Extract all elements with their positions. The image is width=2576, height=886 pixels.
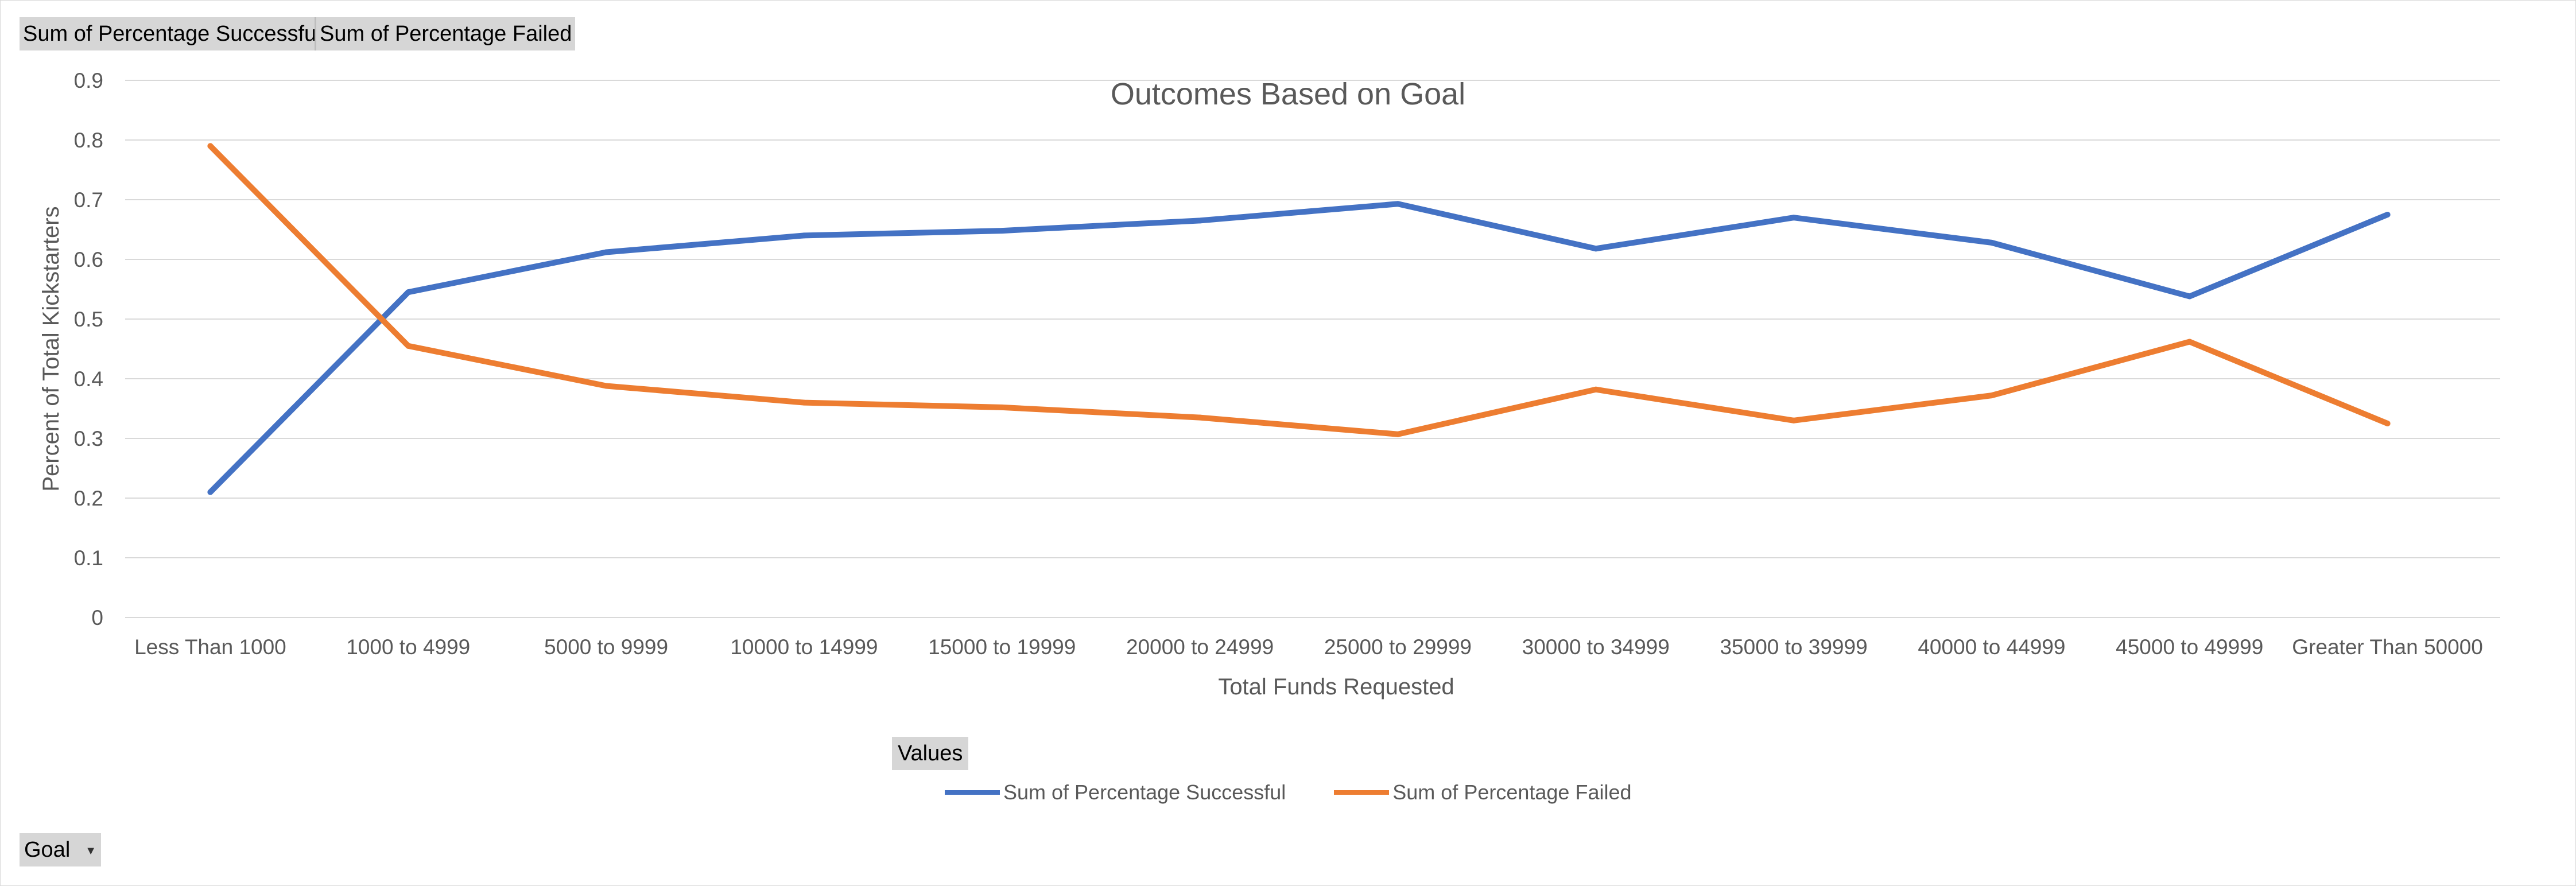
legend-item-successful[interactable]: Sum of Percentage Successful xyxy=(945,780,1286,805)
data-point-successful[interactable] xyxy=(1988,239,1995,246)
x-tick-label: 40000 to 44999 xyxy=(1918,635,2065,659)
data-point-failed[interactable] xyxy=(405,343,412,349)
data-point-successful[interactable] xyxy=(1791,215,1797,221)
y-tick-label: 0 xyxy=(91,606,103,629)
values-field-button[interactable]: Values xyxy=(892,737,969,770)
data-point-successful[interactable] xyxy=(1395,201,1401,207)
x-tick-label: 20000 to 24999 xyxy=(1126,635,1274,659)
y-tick-label: 0.5 xyxy=(74,308,103,331)
x-tick-label: Greater Than 50000 xyxy=(2292,635,2483,659)
data-point-failed[interactable] xyxy=(801,399,807,406)
data-point-failed[interactable] xyxy=(1395,431,1401,437)
x-tick-label: 5000 to 9999 xyxy=(544,635,668,659)
x-tick-label: 30000 to 34999 xyxy=(1522,635,1670,659)
data-point-failed[interactable] xyxy=(1988,393,1995,399)
x-tick-label: 45000 to 49999 xyxy=(2116,635,2263,659)
data-point-successful[interactable] xyxy=(207,489,214,495)
x-axis-tick-labels: Less Than 1000 1000 to 4999 5000 to 9999 10… xyxy=(134,635,2483,659)
data-point-successful[interactable] xyxy=(999,228,1005,234)
y-axis-tick-labels: 0 0.1 0.2 0.3 0.4 0.5 0.6 0.7 0.8 0.9 xyxy=(74,69,103,629)
data-point-successful[interactable] xyxy=(405,289,412,296)
goal-field-label: Goal xyxy=(24,838,71,862)
legend-item-failed[interactable]: Sum of Percentage Failed xyxy=(1334,780,1632,805)
y-tick-label: 0.3 xyxy=(74,427,103,450)
series-line-successful[interactable] xyxy=(207,201,2391,495)
pivot-field-successful-button[interactable]: Sum of Percentage Successful xyxy=(20,17,325,50)
legend-label-failed: Sum of Percentage Failed xyxy=(1392,780,1632,804)
series-lines xyxy=(207,143,2391,495)
x-tick-label: 25000 to 29999 xyxy=(1324,635,1472,659)
goal-field-button[interactable]: Goal ▼ xyxy=(20,833,102,866)
data-point-successful[interactable] xyxy=(603,249,610,255)
legend-label-successful: Sum of Percentage Successful xyxy=(1003,780,1286,804)
data-point-successful[interactable] xyxy=(1197,217,1203,224)
y-tick-label: 0.8 xyxy=(74,129,103,152)
chart-title: Outcomes Based on Goal xyxy=(1111,77,1465,111)
data-point-successful[interactable] xyxy=(801,232,807,239)
y-axis-title: Percent of Total Kickstarters xyxy=(38,206,64,491)
data-point-failed[interactable] xyxy=(207,143,214,149)
x-tick-label: 35000 to 39999 xyxy=(1720,635,1867,659)
data-point-successful[interactable] xyxy=(1593,246,1599,252)
data-point-failed[interactable] xyxy=(1791,417,1797,423)
y-tick-label: 0.1 xyxy=(74,546,103,570)
y-tick-label: 0.9 xyxy=(74,69,103,92)
y-tick-label: 0.7 xyxy=(74,188,103,212)
data-point-successful[interactable] xyxy=(2384,212,2391,217)
y-tick-label: 0.2 xyxy=(74,487,103,510)
data-point-failed[interactable] xyxy=(2186,339,2193,345)
gridlines xyxy=(125,80,2500,618)
y-tick-label: 0.6 xyxy=(74,248,103,271)
data-point-failed[interactable] xyxy=(1593,386,1599,393)
dropdown-arrow-icon: ▼ xyxy=(85,844,97,857)
pivot-field-failed-button[interactable]: Sum of Percentage Failed xyxy=(315,17,576,50)
data-point-failed[interactable] xyxy=(999,404,1005,410)
y-tick-label: 0.4 xyxy=(74,367,103,391)
x-tick-label: 15000 to 19999 xyxy=(928,635,1076,659)
data-point-failed[interactable] xyxy=(603,383,610,389)
x-tick-label: Less Than 1000 xyxy=(134,635,286,659)
series-line-failed[interactable] xyxy=(207,143,2391,437)
data-point-failed[interactable] xyxy=(2384,421,2391,426)
legend-swatch-successful xyxy=(945,790,1000,795)
x-tick-label: 10000 to 14999 xyxy=(730,635,878,659)
legend-swatch-failed xyxy=(1334,790,1390,795)
data-point-failed[interactable] xyxy=(1197,414,1203,421)
x-tick-label: 1000 to 4999 xyxy=(346,635,470,659)
x-axis-title: Total Funds Requested xyxy=(1218,674,1454,700)
chart-legend: Sum of Percentage Successful Sum of Perc… xyxy=(945,778,1680,807)
data-point-successful[interactable] xyxy=(2186,293,2193,300)
